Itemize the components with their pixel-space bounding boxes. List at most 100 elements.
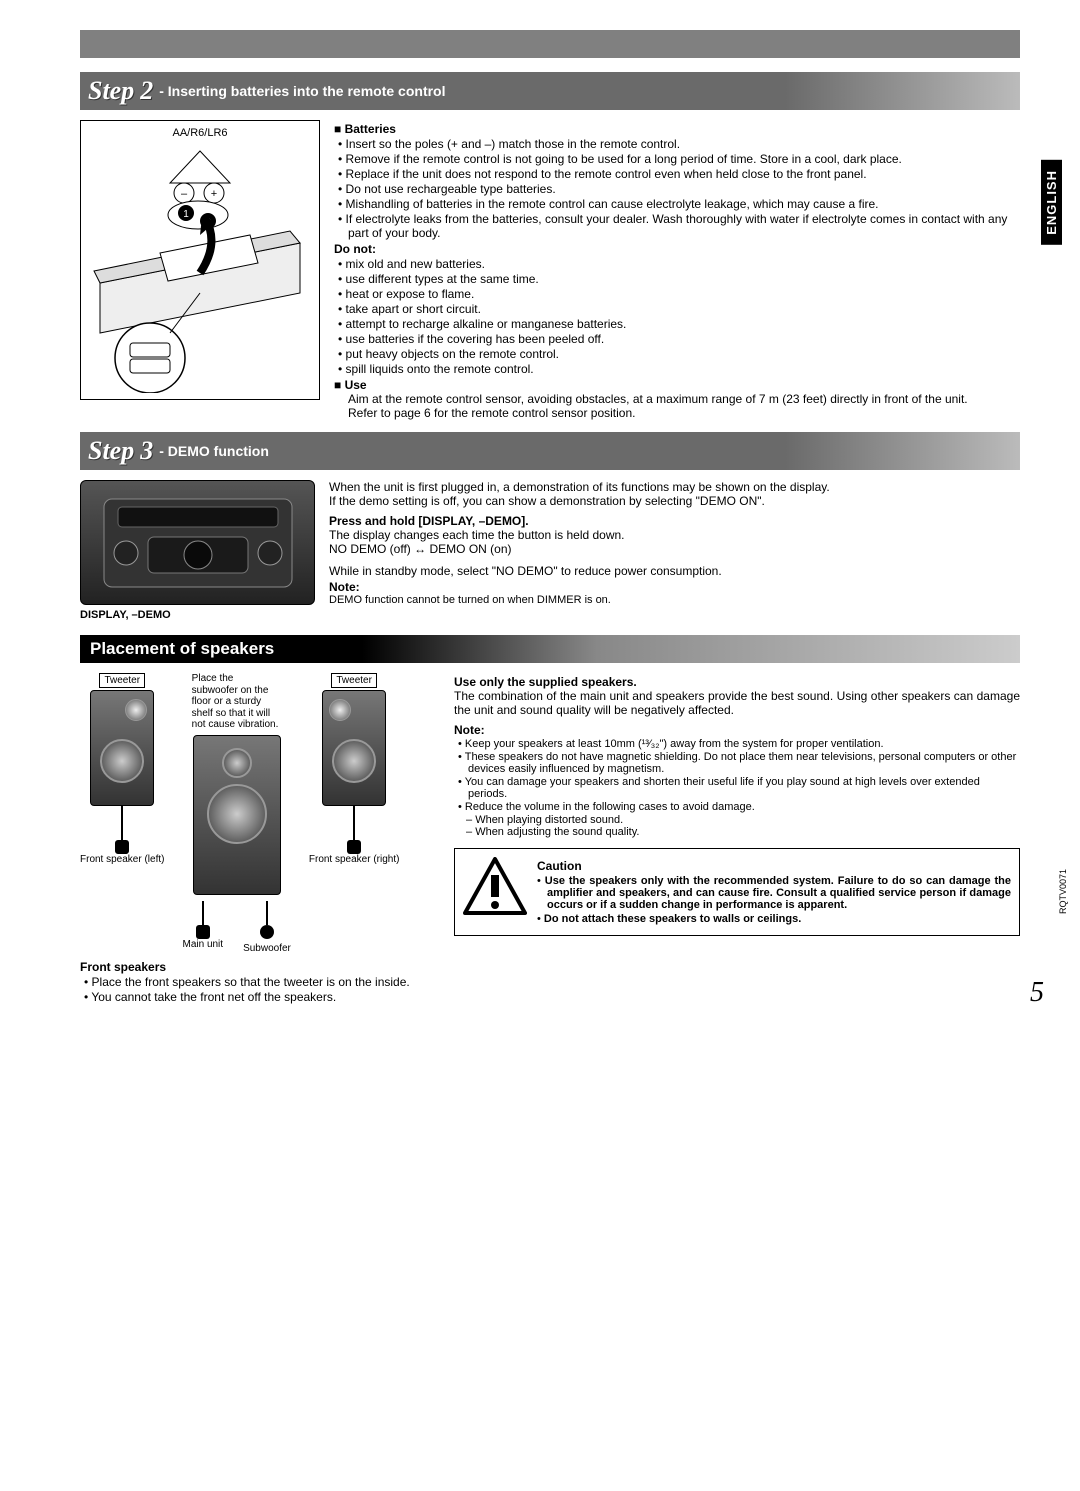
document-code: RQTV0071 — [1058, 869, 1068, 914]
step3-row: DISPLAY, –DEMO When the unit is first pl… — [80, 480, 1020, 621]
left-speaker-col: Tweeter Front speaker (left) — [80, 673, 164, 866]
list-item: Keep your speakers at least 10mm (¹³⁄₃₂"… — [458, 738, 1020, 750]
batteries-list: Insert so the poles (+ and –) match thos… — [334, 137, 1020, 240]
use-heading: Use — [334, 378, 1020, 392]
toggle-right: DEMO ON (on) — [429, 542, 511, 556]
list-item: Replace if the unit does not respond to … — [338, 167, 1020, 181]
supplied-heading: Use only the supplied speakers. — [454, 675, 1020, 689]
manual-page: Step 2 - Inserting batteries into the re… — [0, 0, 1080, 1035]
battery-type-label: AA/R6/LR6 — [172, 127, 227, 139]
right-speaker-col: Tweeter Front speaker (right) — [309, 673, 400, 866]
main-unit-label: Main unit — [182, 939, 223, 951]
caution-item: Use the speakers only with the recommend… — [537, 875, 1011, 911]
note-text: DEMO function cannot be turned on when D… — [329, 594, 1020, 606]
list-item: Remove if the remote control is not goin… — [338, 152, 1020, 166]
step3-text-col: When the unit is first plugged in, a dem… — [329, 480, 1020, 606]
connector-line — [353, 806, 355, 840]
step-word: Step — [88, 436, 134, 466]
list-item: use different types at the same time. — [338, 272, 1020, 286]
list-item: take apart or short circuit. — [338, 302, 1020, 316]
batteries-heading: Batteries — [334, 122, 1020, 136]
svg-text:1: 1 — [183, 209, 189, 220]
subwoofer-placement-note: Place the subwoofer on the floor or a st… — [192, 673, 282, 731]
list-item: spill liquids onto the remote control. — [338, 362, 1020, 376]
note-heading: Note: — [329, 580, 1020, 594]
caution-heading: Caution — [537, 859, 1011, 873]
subwoofer-box — [193, 735, 281, 895]
step2-row: AA/R6/LR6 – + 1 2 — [80, 120, 1020, 420]
page-number: 5 — [1030, 977, 1044, 1009]
svg-text:+: + — [211, 188, 217, 200]
use-text-2: Refer to page 6 for the remote control s… — [334, 406, 1020, 420]
subwoofer-label: Subwoofer — [243, 943, 291, 954]
center-col: Place the subwoofer on the floor or a st… — [182, 673, 290, 954]
placement-header: Placement of speakers — [80, 635, 1020, 663]
list-item: These speakers do not have magnetic shie… — [458, 751, 1020, 775]
step3-intro2: If the demo setting is off, you can show… — [329, 494, 1020, 508]
placement-subnotes-list: When playing distorted sound. When adjus… — [454, 814, 1020, 838]
placement-notes-list: Keep your speakers at least 10mm (¹³⁄₃₂"… — [454, 738, 1020, 813]
donot-heading: Do not: — [334, 242, 1020, 256]
list-item: mix old and new batteries. — [338, 257, 1020, 271]
list-item: Insert so the poles (+ and –) match thos… — [338, 137, 1020, 151]
list-item: heat or expose to flame. — [338, 287, 1020, 301]
step3-intro1: When the unit is first plugged in, a dem… — [329, 480, 1020, 494]
list-item: You cannot take the front net off the sp… — [84, 990, 440, 1004]
list-item: put heavy objects on the remote control. — [338, 347, 1020, 361]
tweeter-label-left: Tweeter — [99, 673, 145, 688]
list-item: If electrolyte leaks from the batteries,… — [338, 212, 1020, 240]
step3-header: Step 3 - DEMO function — [80, 432, 1020, 470]
use-text-1: Aim at the remote control sensor, avoidi… — [334, 392, 1020, 406]
front-speakers-heading: Front speakers — [80, 960, 440, 974]
toggle-left: NO DEMO (off) — [329, 542, 411, 556]
caution-item: Do not attach these speakers to walls or… — [537, 913, 1011, 925]
donot-list: mix old and new batteries. use different… — [334, 257, 1020, 376]
list-item: use batteries if the covering has been p… — [338, 332, 1020, 346]
step2-title: - Inserting batteries into the remote co… — [159, 83, 445, 99]
speaker-diagram: Tweeter Front speaker (left) Place the s… — [80, 673, 440, 954]
standby-text: While in standby mode, select "NO DEMO" … — [329, 564, 1020, 578]
tweeter-label-right: Tweeter — [331, 673, 377, 688]
placement-left-half: Tweeter Front speaker (left) Place the s… — [80, 673, 440, 1005]
placement-note-heading: Note: — [454, 723, 1020, 737]
front-speakers-list: Place the front speakers so that the twe… — [80, 975, 440, 1004]
caution-text-col: Caution Use the speakers only with the r… — [537, 857, 1011, 927]
step-word: Step — [88, 76, 134, 106]
press-text: The display changes each time the button… — [329, 528, 1020, 542]
list-item: When adjusting the sound quality. — [466, 826, 1020, 838]
left-speaker-box — [90, 690, 154, 806]
step2-header: Step 2 - Inserting batteries into the re… — [80, 72, 1020, 110]
top-gray-bar — [80, 30, 1020, 58]
stand-block — [115, 840, 129, 854]
right-speaker-label: Front speaker (right) — [309, 854, 400, 866]
caution-box: Caution Use the speakers only with the r… — [454, 848, 1020, 936]
left-speaker-label: Front speaker (left) — [80, 854, 164, 866]
step3-illustration-col: DISPLAY, –DEMO — [80, 480, 315, 621]
placement-right-half: Use only the supplied speakers. The comb… — [454, 673, 1020, 936]
list-item: Mishandling of batteries in the remote c… — [338, 197, 1020, 211]
step2-text-col: Batteries Insert so the poles (+ and –) … — [334, 120, 1020, 420]
remote-svg: – + 1 2 — [90, 143, 310, 393]
list-item: You can damage your speakers and shorten… — [458, 776, 1020, 800]
stand-block — [347, 840, 361, 854]
list-item: Do not use rechargeable type batteries. — [338, 182, 1020, 196]
step3-title: - DEMO function — [159, 443, 269, 459]
svg-text:–: – — [181, 188, 188, 200]
main-unit-illustration — [80, 480, 315, 605]
bidirectional-arrow-icon: ↔ — [414, 542, 429, 556]
remote-battery-illustration: AA/R6/LR6 – + 1 2 — [80, 120, 320, 400]
step2-illustration-col: AA/R6/LR6 – + 1 2 — [80, 120, 320, 400]
language-tab: ENGLISH — [1041, 160, 1062, 245]
warning-icon — [463, 857, 527, 927]
list-item: Reduce the volume in the following cases… — [458, 801, 1020, 813]
list-item: When playing distorted sound. — [466, 814, 1020, 826]
step-number: 3 — [140, 436, 153, 466]
list-item: attempt to recharge alkaline or manganes… — [338, 317, 1020, 331]
connector-line — [121, 806, 123, 840]
supplied-text: The combination of the main unit and spe… — [454, 689, 1020, 717]
placement-row: Tweeter Front speaker (left) Place the s… — [80, 673, 1020, 1005]
right-speaker-box — [322, 690, 386, 806]
list-item: Place the front speakers so that the twe… — [84, 975, 440, 989]
step-number: 2 — [140, 76, 153, 106]
press-hold-heading: Press and hold [DISPLAY, –DEMO]. — [329, 514, 1020, 528]
